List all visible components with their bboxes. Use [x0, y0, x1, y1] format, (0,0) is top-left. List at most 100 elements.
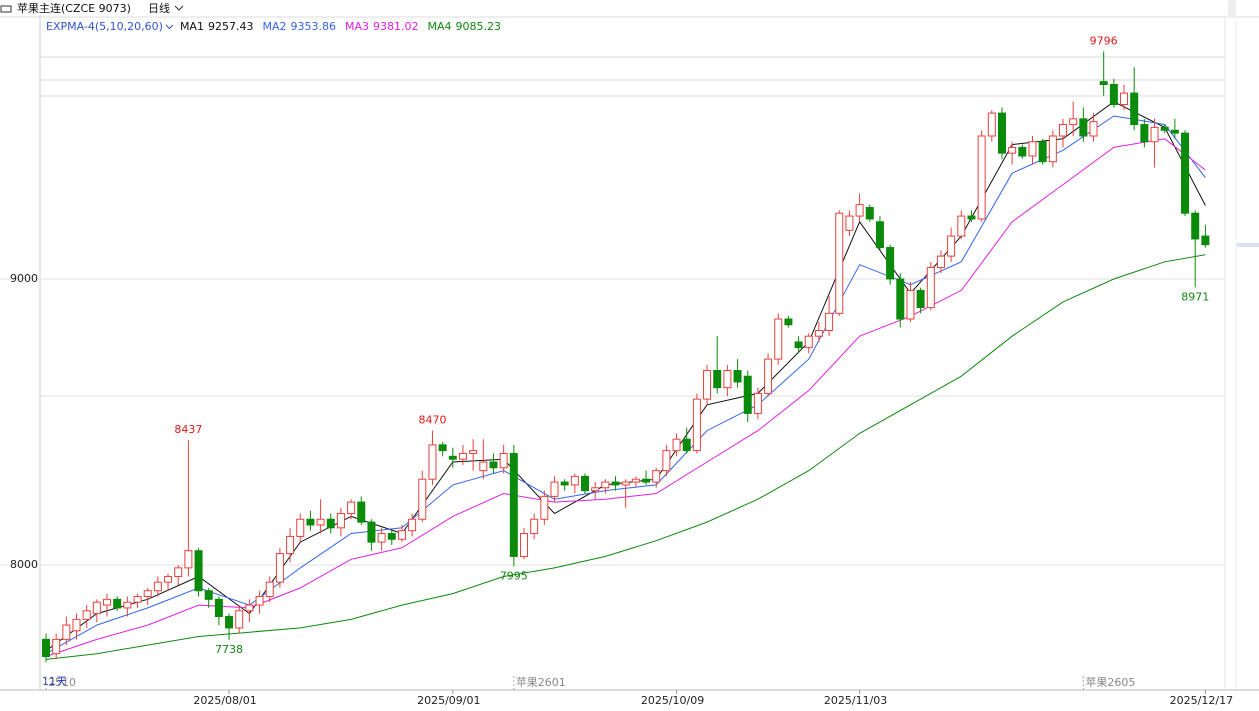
ma-line	[45, 254, 1206, 660]
legend-name: MA4	[427, 20, 451, 33]
candle-body	[642, 478, 651, 483]
candle-body	[194, 550, 203, 592]
contract-label: 苹果2605	[1085, 675, 1135, 689]
candle-body	[1099, 81, 1108, 86]
legend-name: MA1	[180, 20, 204, 33]
candle-body	[581, 475, 590, 492]
candle-body	[977, 135, 986, 220]
candle-body	[1181, 132, 1190, 214]
candle-body	[692, 398, 701, 452]
candle-body	[703, 370, 712, 400]
y-tick-label: 9000	[10, 272, 38, 285]
candle-body	[550, 481, 559, 497]
candle-body	[530, 518, 539, 535]
candle-body	[316, 518, 325, 526]
legend-value: 9381.02	[373, 20, 419, 33]
candle-body	[784, 318, 793, 326]
candle-body	[825, 312, 834, 331]
candle-body	[1069, 118, 1078, 126]
candle-body	[794, 341, 803, 349]
candle-body	[296, 518, 305, 537]
scroll-stub	[1228, 0, 1236, 16]
candle-body	[906, 289, 915, 320]
candle-body	[1170, 129, 1179, 134]
candle-body	[133, 595, 142, 603]
candle-body	[143, 590, 152, 597]
low-label: 7738	[215, 643, 243, 656]
indicator-chevron	[165, 24, 174, 30]
x-tick-label: 2025/08/01	[193, 694, 256, 707]
candle-body	[458, 452, 467, 460]
title-bar: 苹果主连(CZCE 9073) 日线	[0, 0, 1236, 16]
candle-body	[347, 501, 356, 515]
contract-label: 苹果2601	[516, 675, 566, 689]
candle-body	[225, 615, 234, 629]
low-label: 8971	[1181, 290, 1209, 303]
x-tick-label: 2025/10/09	[641, 694, 704, 707]
candle-body	[418, 478, 427, 520]
candle-body	[72, 618, 81, 632]
candle-body	[113, 598, 122, 609]
candle-body	[357, 501, 366, 523]
candle-body	[957, 215, 966, 237]
candle-body	[286, 535, 295, 555]
candle-body	[723, 370, 732, 389]
candle-body	[326, 518, 335, 529]
candle-body	[52, 638, 61, 655]
indicator-name[interactable]: EXPMA-4(5,10,20,60)	[46, 20, 163, 33]
candle-body	[631, 478, 640, 483]
high-label: 8470	[418, 414, 446, 427]
candle-body	[1191, 212, 1200, 240]
candle-body	[672, 438, 681, 452]
candle-body	[428, 444, 437, 480]
x-tick-label: 2025/11/03	[824, 694, 887, 707]
period-chevron[interactable]	[174, 5, 184, 11]
candle-body	[1109, 84, 1118, 106]
candle-body	[377, 533, 386, 543]
candle-body	[652, 470, 661, 483]
candle-body	[743, 375, 752, 414]
ma-line	[45, 115, 1206, 655]
candle-body	[1048, 135, 1057, 163]
period[interactable]: 日线	[148, 1, 170, 15]
legend-value: 9353.86	[290, 20, 336, 33]
legend-value: 9257.43	[208, 20, 254, 33]
menu-icon[interactable]	[0, 5, 12, 13]
candle-body	[1028, 141, 1037, 157]
candle-body	[306, 518, 315, 526]
legend-name: MA2	[262, 20, 286, 33]
candle-body	[560, 481, 569, 486]
candle-body	[204, 590, 213, 600]
candle-body	[397, 530, 406, 540]
candle-body	[570, 475, 579, 486]
candle-body	[713, 370, 722, 389]
candle-body	[916, 289, 925, 309]
candle-body	[926, 267, 935, 309]
candle-body	[967, 215, 976, 220]
candle-body	[184, 550, 193, 569]
legend-name: MA3	[345, 20, 369, 33]
candle-body	[845, 215, 854, 231]
high-label: 9796	[1090, 34, 1118, 47]
candle-body	[814, 329, 823, 337]
candle-body	[509, 452, 518, 557]
candle-body	[1201, 235, 1210, 246]
candle-body	[245, 604, 254, 612]
candle-body	[265, 581, 274, 597]
candle-body	[1079, 118, 1088, 137]
x-tick-label: 2025/09/01	[417, 694, 480, 707]
candles	[42, 51, 1210, 663]
candle-body	[479, 461, 488, 472]
legend: MA1 9257.43 MA2 9353.86 MA3 9381.02 MA4 9085.23	[165, 20, 501, 33]
candle-body	[1008, 146, 1017, 154]
candle-body	[621, 481, 630, 486]
candle-body	[1140, 124, 1149, 143]
candle-body	[865, 206, 874, 220]
y-tick-label: 8000	[10, 558, 38, 571]
candle-body	[153, 581, 162, 592]
candle-body	[662, 450, 671, 472]
candle-body	[540, 495, 549, 520]
candle-body	[875, 221, 884, 249]
